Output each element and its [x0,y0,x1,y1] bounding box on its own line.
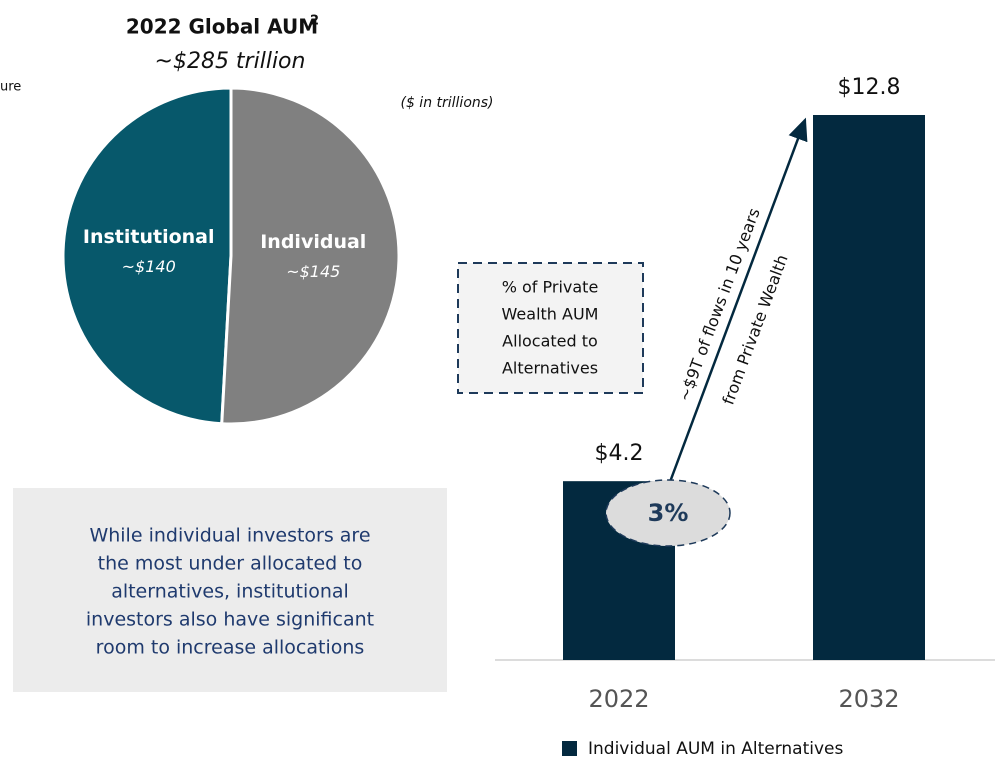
pie-subtitle: ~$285 trillion [155,49,306,74]
annotation-box-line: Wealth AUM [502,305,599,324]
annotation-box-line: Allocated to [502,332,598,351]
callout-box [13,488,447,692]
pie-slice [61,86,233,426]
bar-value-label: $4.2 [595,441,644,466]
bar [813,115,925,660]
x-tick-label: 2022 [588,685,649,713]
pie-slice [220,86,401,426]
legend-swatch [562,741,577,756]
cut-text: ure [0,80,21,95]
callout-line: room to increase allocations [96,637,365,659]
legend-label: Individual AUM in Alternatives [588,739,844,759]
callout-line: alternatives, institutional [111,581,349,603]
slice-label: Institutional [83,226,215,248]
flow-arrow [662,117,808,499]
footnote: 2 [310,14,319,29]
annotation-box-line: % of Private [502,278,599,297]
bar-value-label: $12.8 [838,75,901,100]
bar-subtitle: ($ in trillions) [400,95,493,111]
annotation-ellipse-text: 3% [648,499,689,527]
callout-line: the most under allocated to [98,553,363,575]
slice-label: Individual [260,231,366,253]
arrow-text: ~$9T of flows in 10 years [674,205,763,403]
callout-line: While individual investors are [89,525,370,547]
annotation-box [457,262,644,394]
callout-line: investors also have significant [86,609,374,631]
annotation-box-line: Alternatives [502,359,598,378]
marks: Institutional ~$140 Individual ~$145 $4.2 202… [61,75,925,759]
x-tick-label: 2032 [838,685,899,713]
slice-value: ~$140 [122,257,176,276]
annotation-ellipse [605,479,731,547]
slice-value: ~$145 [286,262,340,281]
pie-title: 2022 Global AUM [126,15,318,39]
